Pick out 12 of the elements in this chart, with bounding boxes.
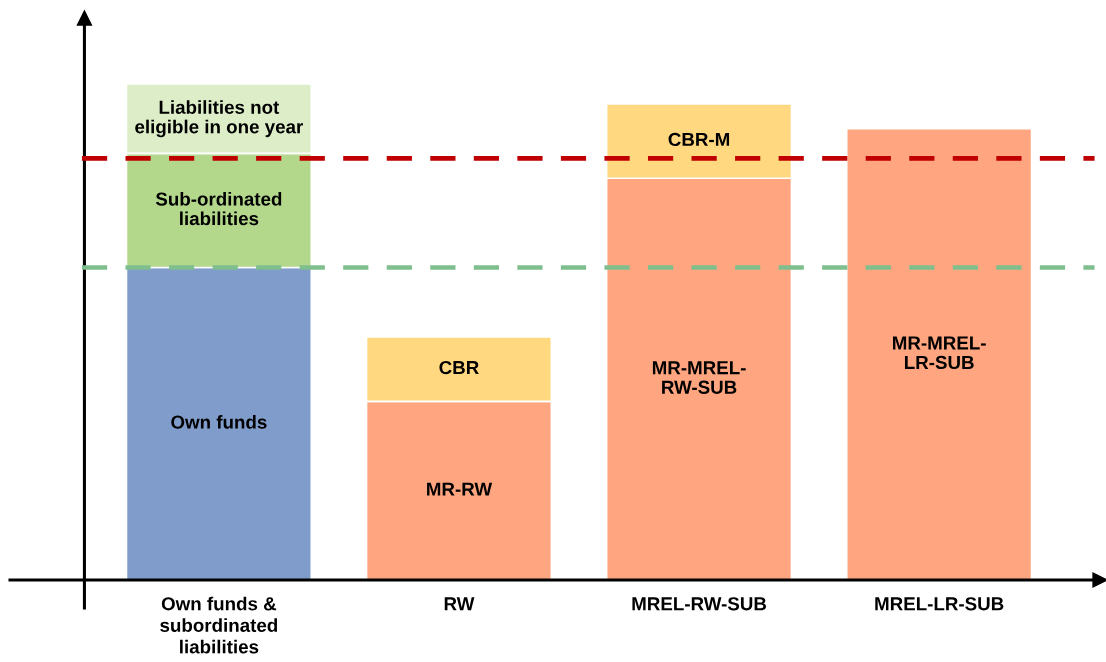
series-label: MR-MREL- RW-SUB xyxy=(652,361,746,394)
x-tick-label: MREL-LR-SUB xyxy=(875,597,1004,611)
series-label: Liabilities not eligible in one year xyxy=(135,100,303,138)
x-tick-label: Own funds & subordinated liabilities xyxy=(160,596,278,654)
series-label: CBR-M xyxy=(668,132,730,147)
x-tick-label: MREL-RW-SUB xyxy=(632,597,767,611)
x-tick-label: RW xyxy=(444,597,475,611)
series-label: Own funds xyxy=(171,414,267,429)
series-label: CBR xyxy=(439,360,479,375)
series-label: MR-MREL- LR-SUB xyxy=(893,336,986,370)
series-label: Sub-ordinated liabilities xyxy=(155,191,282,226)
series-label: MR-RW xyxy=(427,482,493,496)
